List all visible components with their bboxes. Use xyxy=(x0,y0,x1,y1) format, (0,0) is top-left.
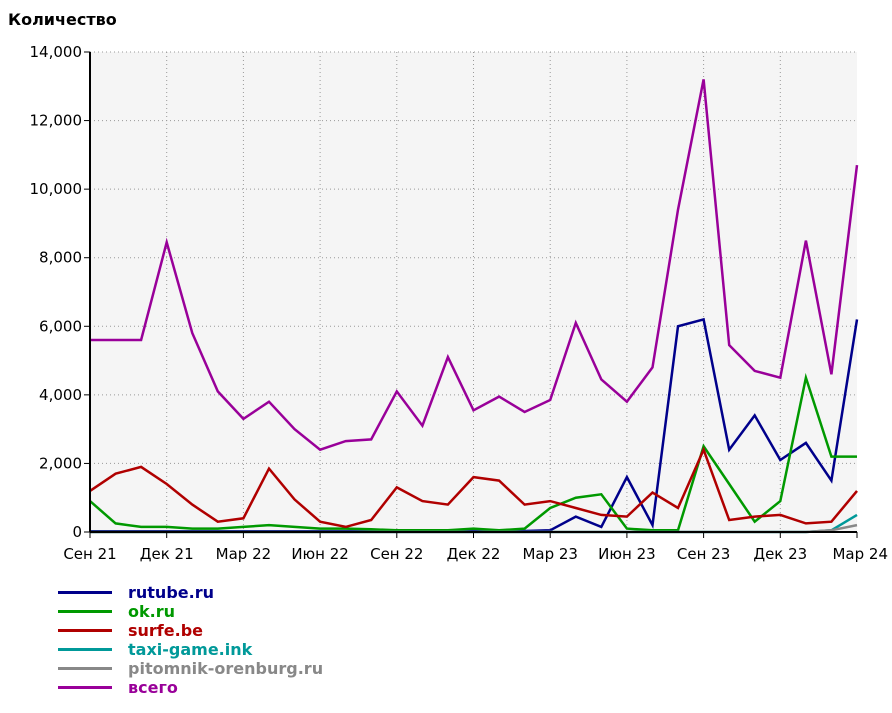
line-chart: Количество 0 2,000 4,000 6,000 8,000 10,000 12… xyxy=(8,10,888,563)
x-tick-label: Сен 22 xyxy=(370,545,423,563)
x-tick-label: Сен 21 xyxy=(63,545,116,563)
x-tick-label: Дек 22 xyxy=(447,545,501,563)
axes xyxy=(84,51,858,538)
x-tick-label: Сен 23 xyxy=(677,545,730,563)
x-tick-label: Дек 21 xyxy=(140,545,194,563)
y-tick-label: 10,000 xyxy=(30,180,83,198)
y-axis-title: Количество xyxy=(8,10,117,29)
legend-swatch xyxy=(58,686,112,689)
y-tick-label: 14,000 xyxy=(30,43,83,61)
y-tick-label: 2,000 xyxy=(39,454,82,472)
x-tick-label: Мар 22 xyxy=(216,545,272,563)
legend: rutube.ru ok.ru surfe.be taxi-game.ink pitom… xyxy=(58,583,323,697)
y-tick-label: 6,000 xyxy=(39,317,82,335)
legend-swatch xyxy=(58,667,112,670)
legend-item: taxi-game.ink xyxy=(58,640,323,659)
legend-swatch xyxy=(58,648,112,651)
series-line-ok-ru xyxy=(89,372,857,532)
y-tick-label: 4,000 xyxy=(39,386,82,404)
legend-label: ok.ru xyxy=(128,602,175,621)
y-tick-label: 12,000 xyxy=(30,112,83,130)
legend-item: pitomnik-orenburg.ru xyxy=(58,659,323,678)
gridlines xyxy=(90,51,857,532)
series-line-surfe-be xyxy=(89,446,858,529)
x-tick-label: Июн 22 xyxy=(291,545,349,563)
legend-swatch xyxy=(58,591,112,594)
legend-item: rutube.ru xyxy=(58,583,323,602)
legend-label: rutube.ru xyxy=(128,583,214,602)
x-tick-label: Дек 23 xyxy=(753,545,807,563)
legend-label: всего xyxy=(128,678,178,697)
x-tick-label: Июн 23 xyxy=(598,545,656,563)
legend-swatch xyxy=(58,610,112,613)
legend-item: ok.ru xyxy=(58,602,323,621)
y-tick-label: 8,000 xyxy=(39,249,82,267)
x-tick-label: Мар 23 xyxy=(522,545,578,563)
x-tick-label: Мар 24 xyxy=(832,545,888,563)
legend-label: taxi-game.ink xyxy=(128,640,253,659)
y-tick-label: 0 xyxy=(72,523,82,541)
y-tick-labels: 0 2,000 4,000 6,000 8,000 10,000 12,000 14,000 xyxy=(30,43,83,541)
x-tick-labels: Сен 21 Дек 21 Мар 22 Июн 22 Сен 22 Дек 22 Мар … xyxy=(63,545,888,563)
series-line-всего xyxy=(90,79,859,452)
legend-label: pitomnik-orenburg.ru xyxy=(128,659,324,678)
legend-swatch xyxy=(58,629,112,632)
legend-label: surfe.be xyxy=(128,621,203,640)
legend-item: surfe.be xyxy=(58,621,323,640)
legend-item: всего xyxy=(58,678,323,697)
